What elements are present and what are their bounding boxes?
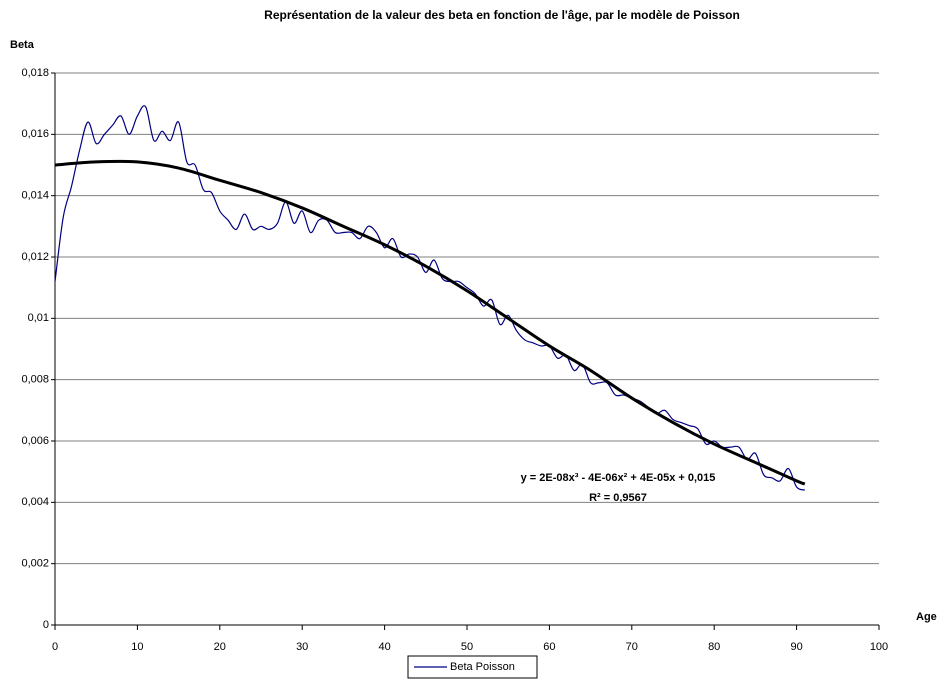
x-tick-label: 30 xyxy=(296,641,308,653)
y-tick-label: 0,012 xyxy=(21,251,49,263)
y-tick-label: 0,014 xyxy=(21,190,49,202)
y-tick-label: 0,016 xyxy=(21,128,49,140)
x-tick-label: 70 xyxy=(626,641,638,653)
y-tick-label: 0,018 xyxy=(21,67,49,79)
y-tick-label: 0,01 xyxy=(28,312,49,324)
x-tick-label: 0 xyxy=(52,641,58,653)
trend-line xyxy=(54,159,806,486)
y-tick-label: 0,004 xyxy=(21,496,49,508)
y-tick-label: 0,006 xyxy=(21,435,49,447)
trend-equation: y = 2E-08x³ - 4E-06x² + 4E-05x + 0,015 xyxy=(521,472,716,484)
x-tick-label: 20 xyxy=(214,641,226,653)
x-tick-label: 80 xyxy=(708,641,720,653)
y-axis-label: Beta xyxy=(10,39,35,51)
chart-title: Représentation de la valeur des beta en … xyxy=(264,8,740,22)
x-tick-label: 90 xyxy=(790,641,802,653)
legend-box xyxy=(407,655,538,679)
legend-label: Beta Poisson xyxy=(450,661,515,673)
x-axis-label: Age xyxy=(916,611,937,623)
x-tick-label: 50 xyxy=(461,641,473,653)
x-tick-label: 100 xyxy=(870,641,888,653)
x-tick-label: 10 xyxy=(131,641,143,653)
y-tick-label: 0,008 xyxy=(21,374,49,386)
x-tick-label: 60 xyxy=(543,641,555,653)
trend-r2: R² = 0,9567 xyxy=(589,492,647,504)
x-tick-label: 40 xyxy=(378,641,390,653)
y-tick-label: 0 xyxy=(43,619,49,631)
y-tick-label: 0,002 xyxy=(21,558,49,570)
